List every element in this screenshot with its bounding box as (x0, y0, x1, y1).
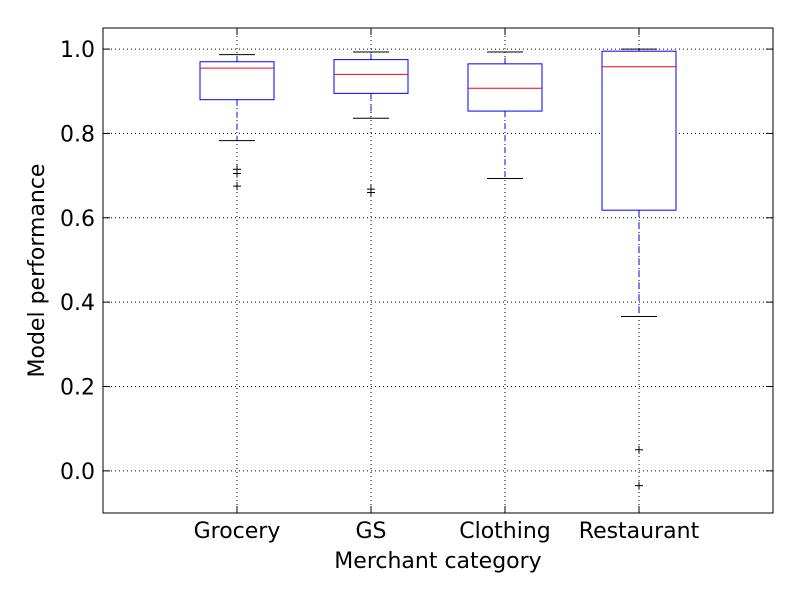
outlier-point (635, 445, 643, 454)
y-tick-label: 1.0 (60, 38, 95, 63)
y-tick-label: 0.4 (60, 291, 95, 316)
box-restaurant (601, 48, 677, 490)
box-clothing (467, 51, 543, 180)
iqr-box (601, 50, 677, 211)
outlier-point (635, 481, 643, 490)
axis-ticks (103, 28, 773, 513)
x-tick-label: Clothing (459, 519, 551, 544)
x-axis-title: Merchant category (334, 549, 541, 574)
outlier-point (233, 165, 241, 174)
x-tick-label: Grocery (194, 519, 281, 544)
y-tick-label: 0.0 (60, 460, 95, 485)
y-tick-label: 0.2 (60, 375, 95, 400)
y-axis-title: Model performance (25, 164, 50, 378)
outlier-point (233, 182, 241, 191)
x-tick-label: GS (355, 519, 386, 544)
plot-area-frame (102, 27, 774, 514)
box-grocery (199, 54, 275, 191)
iqr-box (333, 59, 409, 94)
outlier-point (367, 185, 375, 194)
x-tick-label: Restaurant (579, 519, 700, 544)
iqr-box (199, 61, 275, 101)
y-tick-label: 0.6 (60, 207, 95, 232)
iqr-box (467, 63, 543, 112)
y-tick-label: 0.8 (60, 122, 95, 147)
box-plot-series (199, 48, 677, 490)
box-gs (333, 51, 409, 197)
tick-labels: 0.0 0.2 0.4 0.6 0.8 1.0 Grocery GS Clothing Resta… (60, 38, 700, 544)
